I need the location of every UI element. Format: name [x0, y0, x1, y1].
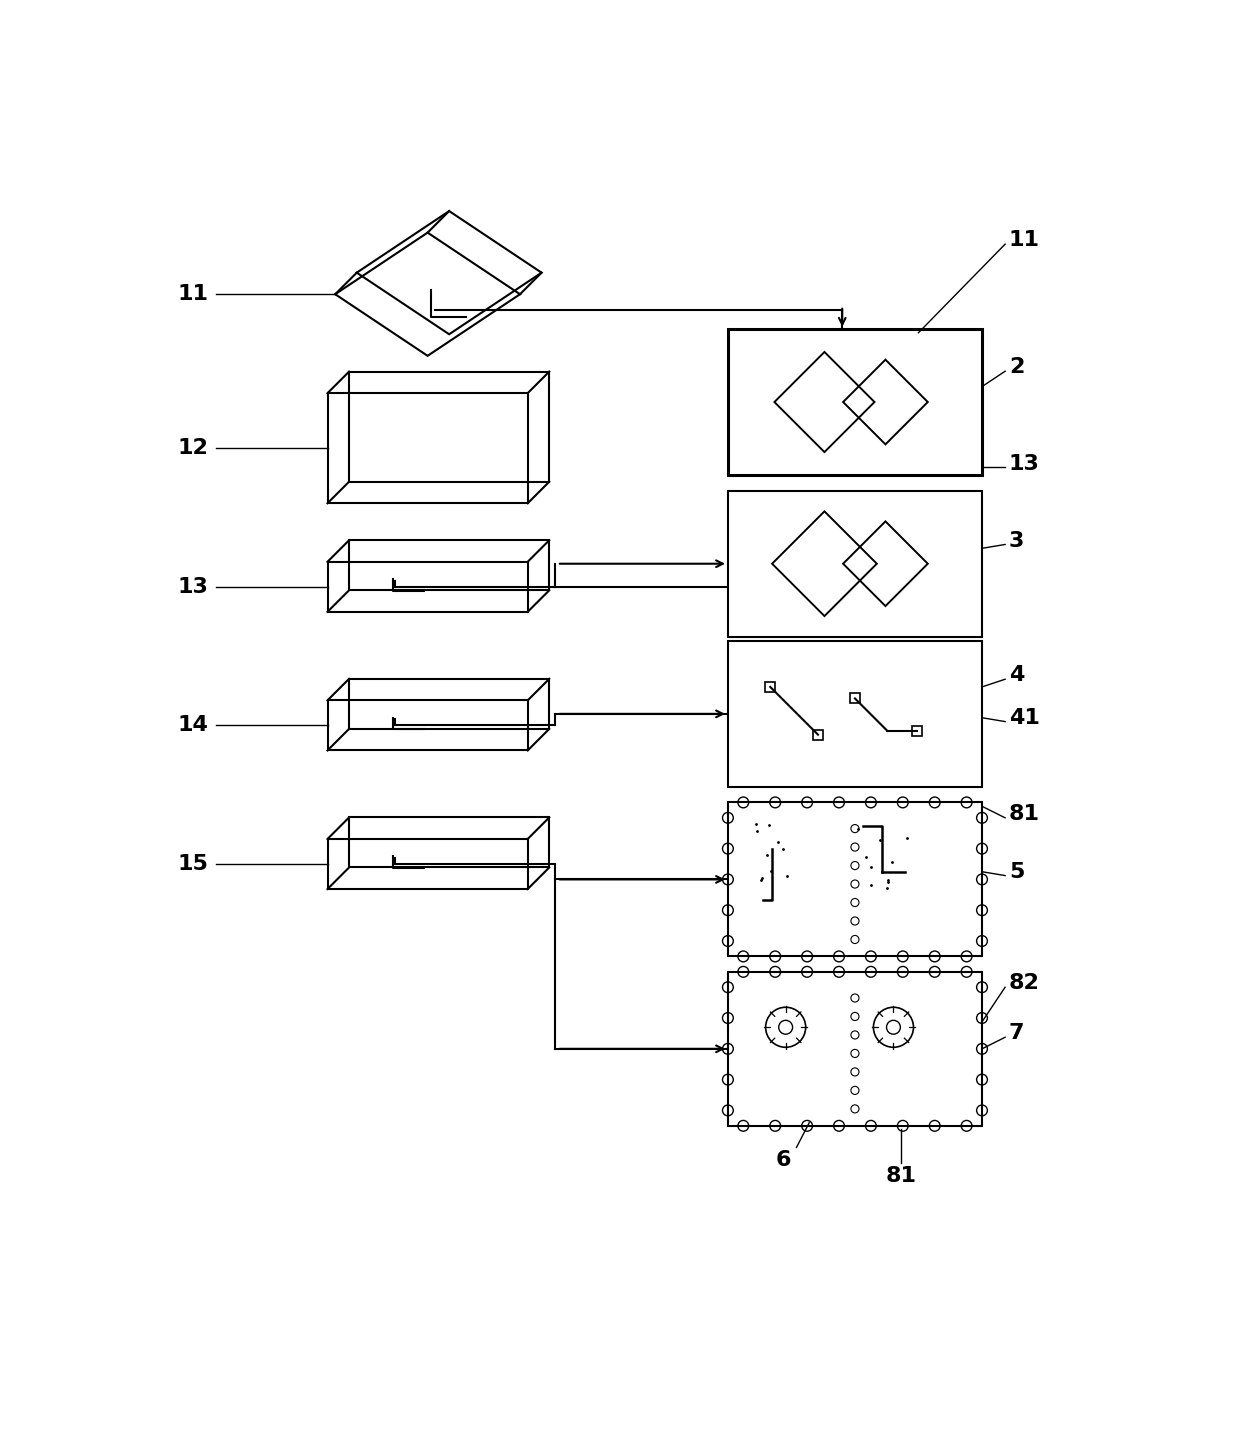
Text: 7: 7: [1009, 1024, 1024, 1044]
Bar: [728, 972, 982, 1126]
Text: 2: 2: [1009, 358, 1024, 377]
Text: 82: 82: [1009, 974, 1040, 994]
Text: 81: 81: [1009, 804, 1040, 824]
Text: 3: 3: [1009, 531, 1024, 551]
Text: 5: 5: [1009, 861, 1024, 881]
Text: 14: 14: [177, 716, 208, 735]
Text: 4: 4: [1009, 666, 1024, 686]
Bar: [813, 729, 823, 739]
Bar: [728, 490, 982, 637]
Text: 12: 12: [177, 439, 208, 459]
Text: 15: 15: [177, 854, 208, 874]
Text: 41: 41: [1009, 707, 1040, 728]
Bar: [849, 693, 861, 703]
Text: 81: 81: [885, 1166, 916, 1186]
Bar: [728, 329, 982, 475]
Text: 6: 6: [776, 1150, 791, 1171]
Bar: [765, 682, 775, 692]
Bar: [911, 726, 921, 736]
Bar: [728, 802, 982, 956]
Text: 11: 11: [1009, 230, 1040, 250]
Text: 13: 13: [177, 577, 208, 597]
Text: 11: 11: [177, 285, 208, 305]
Text: 13: 13: [1009, 453, 1040, 473]
Bar: [728, 641, 982, 787]
